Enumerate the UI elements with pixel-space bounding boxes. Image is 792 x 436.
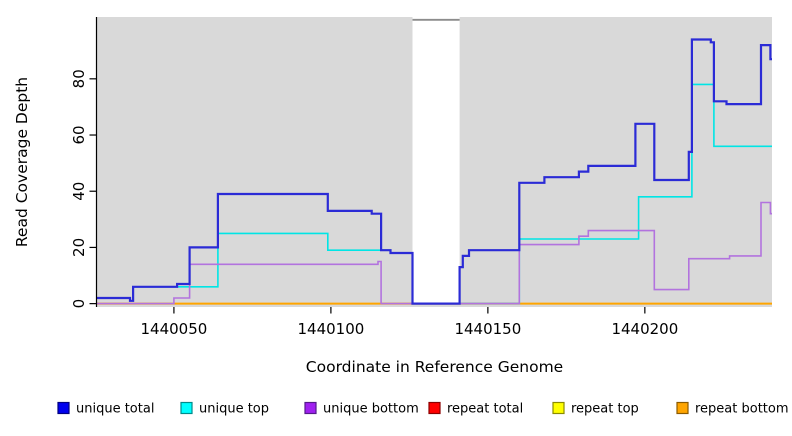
legend-label-repeat-total: repeat total <box>447 402 523 417</box>
x-tick-label: 1440200 <box>611 320 678 338</box>
y-tick-label: 80 <box>70 69 88 88</box>
series-unique-total <box>97 38 772 305</box>
x-tick-label: 1440100 <box>297 320 364 338</box>
series-unique-bottom <box>97 201 772 305</box>
legend-swatch-repeat-bottom <box>676 401 689 415</box>
legend-swatch-repeat-total <box>428 401 441 415</box>
legend-label-unique-total: unique total <box>76 402 154 417</box>
masked-gap-region <box>412 17 460 305</box>
x-axis-title: Coordinate in Reference Genome <box>306 358 563 376</box>
y-tick-label: 20 <box>70 238 88 257</box>
legend-label-repeat-top: repeat top <box>571 402 639 417</box>
legend-swatch-unique-total <box>57 401 70 415</box>
y-tick-label: 60 <box>70 125 88 144</box>
legend-label-repeat-bottom: repeat bottom <box>695 402 789 417</box>
legend-label-unique-bottom: unique bottom <box>323 402 419 417</box>
y-axis-title: Read Coverage Depth <box>13 77 31 247</box>
y-tick-label: 40 <box>70 182 88 201</box>
legend-label-unique-top: unique top <box>199 402 269 417</box>
x-tick-label: 1440050 <box>141 320 208 338</box>
legend-swatch-repeat-top <box>552 401 565 415</box>
legend-swatch-unique-bottom <box>304 401 317 415</box>
legend-swatch-unique-top <box>180 401 193 415</box>
y-tick-label: 0 <box>70 299 88 309</box>
x-tick-label: 1440150 <box>454 320 521 338</box>
